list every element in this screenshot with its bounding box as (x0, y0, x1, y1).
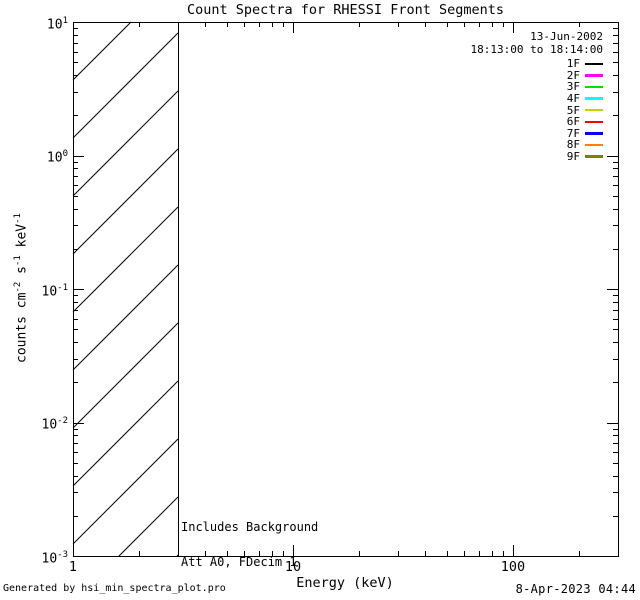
legend-entries: 1F 2F 3F 4F 5F 6F 7F 8F 9F (471, 57, 603, 163)
x-axis-title: Energy (keV) (296, 575, 394, 591)
legend-swatch-8f (585, 143, 603, 147)
annotation-attenuator: Att A0, FDecim 1 (181, 554, 297, 569)
chart-title: Count Spectra for RHESSI Front Segments (187, 2, 504, 18)
legend-swatch-2f (585, 74, 603, 77)
legend-entry-1f: 1F (471, 57, 603, 70)
legend-entry-7f: 7F (471, 127, 603, 140)
legend-entry-8f: 8F (471, 138, 603, 151)
legend: 13-Jun-2002 18:13:00 to 18:14:00 1F 2F 3… (470, 30, 603, 163)
annotation-background: Includes Background (181, 520, 319, 534)
y-tick-label-1e1: 101 (46, 16, 68, 33)
legend-swatch-3f (585, 85, 603, 89)
x-tick-label-10: 10 (284, 559, 302, 575)
legend-swatch-6f (585, 120, 603, 124)
legend-swatch-7f (585, 132, 603, 135)
footer-generator: Generated by hsi_min_spectra_plot.pro (3, 583, 226, 594)
y-tick-label-1e0: 100 (46, 149, 68, 166)
x-tick-label-1: 1 (68, 559, 78, 575)
legend-time-range: 18:13:00 to 18:14:00 (470, 42, 603, 56)
legend-date: 13-Jun-2002 (530, 30, 603, 43)
plot-annotations: Includes Background Att A0, FDecim 1 (181, 499, 318, 591)
legend-entry-3f: 3F (471, 80, 603, 93)
footer-timestamp: 8-Apr-2023 04:44 (515, 582, 636, 596)
y-tick-label-1e-2: 10-2 (41, 416, 69, 433)
x-tick-label-100: 100 (500, 559, 526, 575)
legend-entry-6f: 6F (471, 115, 603, 128)
legend-swatch-4f (585, 97, 603, 100)
legend-entry-9f: 9F (471, 150, 603, 163)
legend-entry-4f: 4F (471, 92, 603, 105)
y-tick-label-1e-3: 10-3 (41, 550, 69, 567)
legend-swatch-5f (585, 108, 603, 112)
y-axis-title: counts cm-2 s-1 keV-1 (13, 213, 30, 363)
legend-swatch-1f (585, 62, 603, 66)
y-tick-label-1e-1: 10-1 (41, 283, 69, 300)
legend-entry-2f: 2F (471, 69, 603, 82)
legend-swatch-9f (585, 155, 603, 158)
legend-entry-5f: 5F (471, 104, 603, 117)
